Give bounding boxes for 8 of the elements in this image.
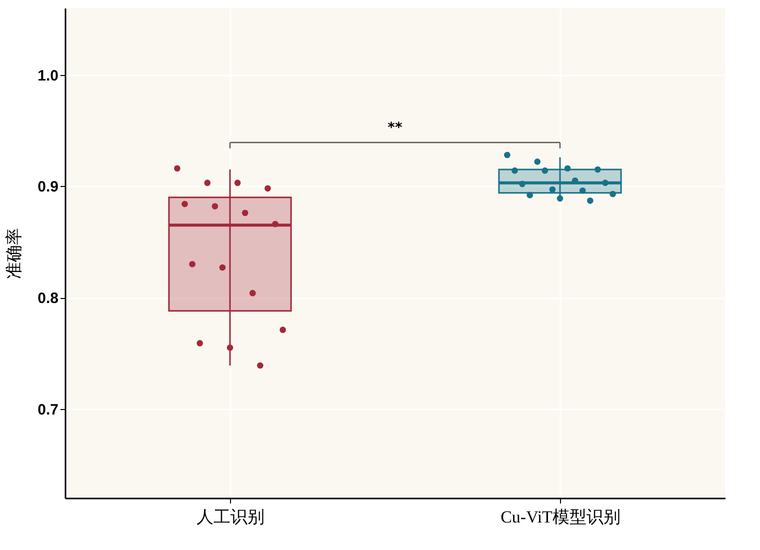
y-tick-label: 0.8 <box>38 290 58 308</box>
y-axis-title: 准确率 <box>4 228 25 279</box>
y-tick-label: 0.7 <box>38 401 58 418</box>
y-tick-label: 0.9 <box>38 178 58 196</box>
x-tick-label: Cu-ViT模型识别 <box>500 508 620 526</box>
y-tick-label: 1.0 <box>38 67 58 84</box>
x-tick-label: 人工识别 <box>196 508 264 526</box>
annotation: ** <box>388 120 403 136</box>
